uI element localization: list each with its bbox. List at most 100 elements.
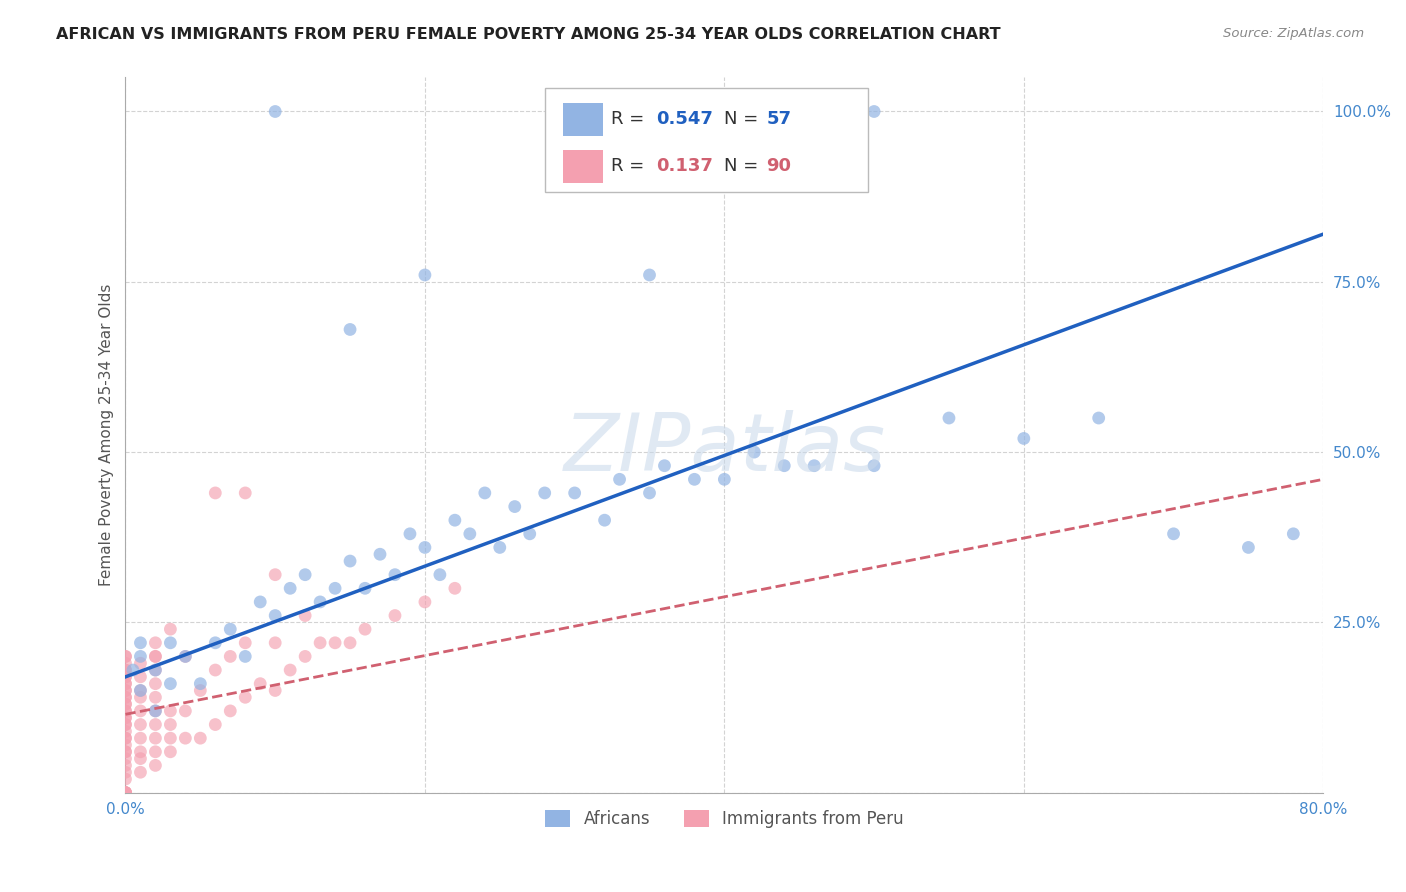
Point	[114, 786, 136, 800]
Point	[129, 683, 152, 698]
Point	[129, 670, 152, 684]
Point	[114, 670, 136, 684]
Point	[159, 636, 181, 650]
Point	[174, 704, 197, 718]
Point	[145, 649, 167, 664]
Point	[204, 636, 226, 650]
Point	[233, 636, 256, 650]
Point	[803, 458, 825, 473]
Point	[713, 472, 735, 486]
Point	[863, 104, 886, 119]
Text: ZIPatlas: ZIPatlas	[564, 410, 886, 488]
Point	[264, 567, 287, 582]
Point	[114, 786, 136, 800]
Point	[638, 268, 661, 282]
Point	[114, 704, 136, 718]
Point	[219, 622, 242, 636]
Point	[114, 663, 136, 677]
Point	[713, 104, 735, 119]
Point	[114, 676, 136, 690]
Point	[204, 717, 226, 731]
Point	[1012, 432, 1035, 446]
Point	[114, 786, 136, 800]
Point	[429, 567, 451, 582]
Point	[368, 547, 391, 561]
Point	[444, 513, 467, 527]
Point	[174, 731, 197, 746]
Point	[564, 104, 586, 119]
Point	[174, 649, 197, 664]
Y-axis label: Female Poverty Among 25-34 Year Olds: Female Poverty Among 25-34 Year Olds	[100, 284, 114, 586]
Point	[458, 526, 481, 541]
Point	[145, 704, 167, 718]
Point	[145, 663, 167, 677]
Point	[474, 486, 496, 500]
Point	[938, 411, 960, 425]
Point	[114, 751, 136, 765]
Point	[488, 541, 510, 555]
Point	[114, 697, 136, 711]
Text: 90: 90	[766, 157, 792, 175]
Text: Source: ZipAtlas.com: Source: ZipAtlas.com	[1223, 27, 1364, 40]
Point	[413, 541, 436, 555]
Point	[593, 513, 616, 527]
Point	[114, 772, 136, 786]
Point	[114, 649, 136, 664]
Point	[339, 322, 361, 336]
Point	[159, 704, 181, 718]
Point	[204, 486, 226, 500]
Point	[294, 608, 316, 623]
Point	[174, 649, 197, 664]
Point	[399, 526, 422, 541]
Point	[309, 636, 332, 650]
Point	[114, 657, 136, 671]
Point	[129, 683, 152, 698]
Point	[294, 649, 316, 664]
Point	[129, 751, 152, 765]
Point	[145, 745, 167, 759]
Point	[533, 486, 555, 500]
Text: N =: N =	[724, 110, 765, 128]
Point	[188, 676, 211, 690]
Point	[444, 582, 467, 596]
Point	[145, 704, 167, 718]
Point	[145, 717, 167, 731]
Point	[233, 649, 256, 664]
Point	[354, 622, 377, 636]
Point	[1163, 526, 1185, 541]
Point	[114, 683, 136, 698]
Point	[249, 676, 271, 690]
FancyBboxPatch shape	[544, 88, 868, 192]
Text: AFRICAN VS IMMIGRANTS FROM PERU FEMALE POVERTY AMONG 25-34 YEAR OLDS CORRELATION: AFRICAN VS IMMIGRANTS FROM PERU FEMALE P…	[56, 27, 1001, 42]
Point	[129, 731, 152, 746]
Text: N =: N =	[724, 157, 765, 175]
Point	[294, 567, 316, 582]
Point	[264, 608, 287, 623]
Point	[638, 486, 661, 500]
Point	[339, 554, 361, 568]
Point	[145, 663, 167, 677]
Point	[129, 649, 152, 664]
Point	[413, 268, 436, 282]
Point	[773, 458, 796, 473]
Point	[278, 663, 301, 677]
Point	[354, 582, 377, 596]
Point	[339, 636, 361, 650]
Point	[114, 717, 136, 731]
Point	[384, 567, 406, 582]
Point	[129, 690, 152, 705]
Text: R =: R =	[610, 157, 655, 175]
Point	[264, 683, 287, 698]
Point	[114, 690, 136, 705]
Point	[129, 636, 152, 650]
Text: 57: 57	[766, 110, 792, 128]
Point	[188, 731, 211, 746]
Point	[309, 595, 332, 609]
Point	[519, 526, 541, 541]
Point	[129, 717, 152, 731]
Point	[159, 745, 181, 759]
Point	[233, 690, 256, 705]
Point	[188, 683, 211, 698]
Point	[233, 486, 256, 500]
Point	[744, 445, 766, 459]
